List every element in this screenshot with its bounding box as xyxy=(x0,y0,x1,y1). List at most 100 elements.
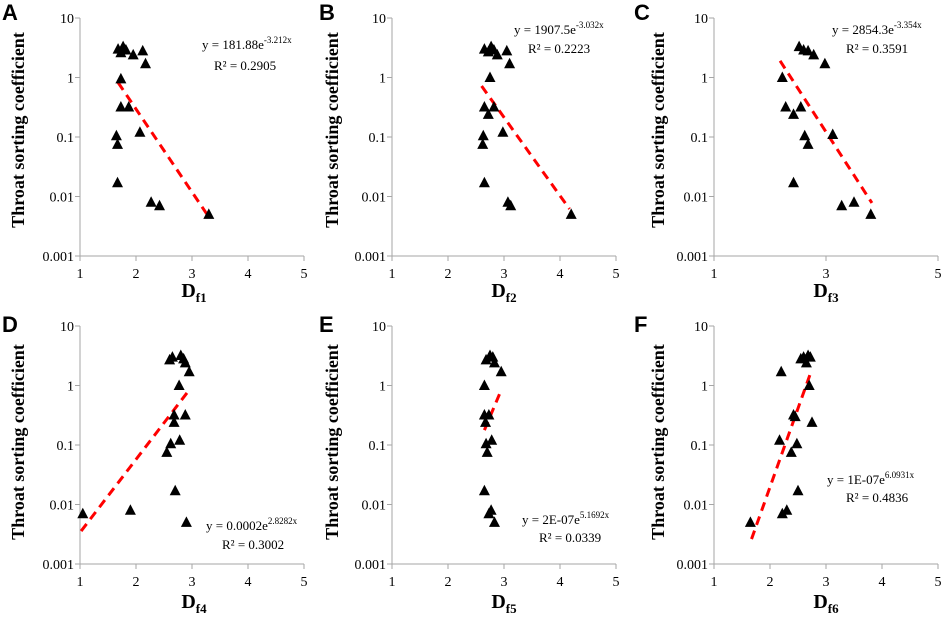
y-tick-label: 0.01 xyxy=(362,191,387,206)
x-axis-label: Df2 xyxy=(491,280,516,305)
r-squared-label: R² = 0.0339 xyxy=(539,530,601,545)
data-point-triangle xyxy=(848,196,860,207)
x-tick-label: 2 xyxy=(445,575,452,590)
data-point-triangle xyxy=(140,57,152,69)
data-point-triangle xyxy=(788,108,800,119)
data-point-triangle xyxy=(480,437,492,449)
r-squared-label: R² = 0.2223 xyxy=(528,41,590,56)
data-point-triangle xyxy=(168,416,180,427)
y-tick-label: 10 xyxy=(60,12,74,27)
data-point-triangle xyxy=(788,176,800,188)
data-point-triangle xyxy=(776,71,788,82)
r-squared-label: R² = 0.2905 xyxy=(214,58,276,73)
data-point-triangle xyxy=(174,434,186,445)
y-tick-label: 0.01 xyxy=(362,499,387,514)
data-point-triangle xyxy=(124,504,136,515)
panel-letter: B xyxy=(319,0,335,25)
data-point-triangle xyxy=(744,516,756,527)
data-point-triangle xyxy=(115,72,127,84)
x-tick-label: 1 xyxy=(711,267,718,282)
data-point-triangle xyxy=(166,351,178,362)
data-point-triangle xyxy=(791,437,803,449)
y-tick-label: 10 xyxy=(372,320,386,335)
data-point-triangle xyxy=(77,507,89,519)
data-point-triangle xyxy=(145,196,157,207)
x-tick-label: 3 xyxy=(823,575,830,590)
data-point-triangle xyxy=(806,416,818,427)
data-point-triangle xyxy=(488,356,500,368)
data-point-triangle xyxy=(802,138,814,149)
data-point-triangle xyxy=(865,208,877,219)
y-tick-label: 0.1 xyxy=(369,131,387,146)
x-tick-label: 2 xyxy=(445,267,452,282)
data-point-triangle xyxy=(789,410,801,422)
x-tick-label: 2 xyxy=(767,575,774,590)
x-tick-label: 4 xyxy=(557,575,564,590)
data-point-triangle xyxy=(203,208,215,219)
data-point-triangle xyxy=(137,44,149,56)
y-tick-label: 10 xyxy=(694,320,708,335)
y-tick-label: 0.001 xyxy=(677,558,709,573)
trend-line xyxy=(116,81,211,218)
x-tick-label: 5 xyxy=(301,575,308,590)
x-tick-label: 3 xyxy=(823,267,830,282)
y-tick-label: 1 xyxy=(67,380,74,395)
x-tick-label: 5 xyxy=(935,267,941,282)
data-point-triangle xyxy=(120,43,132,55)
y-tick-label: 0.001 xyxy=(43,558,75,573)
panel-letter: A xyxy=(2,0,18,25)
y-tick-label: 0.001 xyxy=(355,250,387,265)
data-point-triangle xyxy=(477,129,489,141)
x-tick-label: 2 xyxy=(133,267,140,282)
x-tick-label: 5 xyxy=(301,267,308,282)
data-point-triangle xyxy=(505,199,517,211)
data-point-triangle xyxy=(819,57,831,69)
x-tick-label: 2 xyxy=(133,575,140,590)
x-tick-label: 1 xyxy=(711,575,718,590)
data-point-triangle xyxy=(112,176,124,188)
data-point-triangle xyxy=(478,379,490,390)
data-point-triangle xyxy=(501,44,513,56)
y-tick-label: 0.01 xyxy=(50,191,75,206)
data-point-triangle xyxy=(183,365,195,377)
x-tick-label: 1 xyxy=(389,267,396,282)
data-point-triangle xyxy=(800,356,812,368)
trend-equation: y = 1907.5e-3.032x xyxy=(514,20,604,37)
data-point-triangle xyxy=(127,48,139,60)
data-point-triangle xyxy=(780,100,792,112)
x-tick-label: 3 xyxy=(501,267,508,282)
x-tick-label: 3 xyxy=(189,267,196,282)
data-point-triangle xyxy=(804,351,816,362)
data-point-triangle xyxy=(179,356,191,368)
data-point-triangle xyxy=(112,138,124,149)
panel-letter: E xyxy=(319,312,334,337)
x-tick-label: 3 xyxy=(189,575,196,590)
data-point-triangle xyxy=(165,437,177,449)
data-point-triangle xyxy=(154,199,166,211)
data-point-triangle xyxy=(836,199,848,211)
data-point-triangle xyxy=(484,71,496,82)
data-point-triangle xyxy=(161,446,173,457)
y-axis-label: Throat sorting coefficient xyxy=(648,344,668,540)
y-axis-label: Throat sorting coefficient xyxy=(8,344,28,540)
y-tick-label: 0.01 xyxy=(684,499,709,514)
data-point-triangle xyxy=(478,100,490,112)
y-axis-label: Throat sorting coefficient xyxy=(648,32,668,228)
x-tick-label: 5 xyxy=(935,575,941,590)
data-point-triangle xyxy=(565,208,577,219)
trend-equation: y = 2E-07e5.1692x xyxy=(522,510,610,527)
data-point-triangle xyxy=(802,44,814,56)
x-axis-label: Df4 xyxy=(181,591,207,616)
y-tick-label: 0.01 xyxy=(50,499,75,514)
y-tick-label: 10 xyxy=(60,320,74,335)
x-tick-label: 3 xyxy=(501,575,508,590)
y-tick-label: 1 xyxy=(701,72,708,87)
data-point-triangle xyxy=(482,108,494,119)
x-axis-label: Df5 xyxy=(491,591,517,616)
data-point-triangle xyxy=(488,100,500,112)
panel-letter: F xyxy=(634,312,647,337)
trend-equation: y = 0.0002e2.8282x xyxy=(206,516,298,533)
data-point-triangle xyxy=(495,365,507,377)
y-tick-label: 0.01 xyxy=(684,191,709,206)
